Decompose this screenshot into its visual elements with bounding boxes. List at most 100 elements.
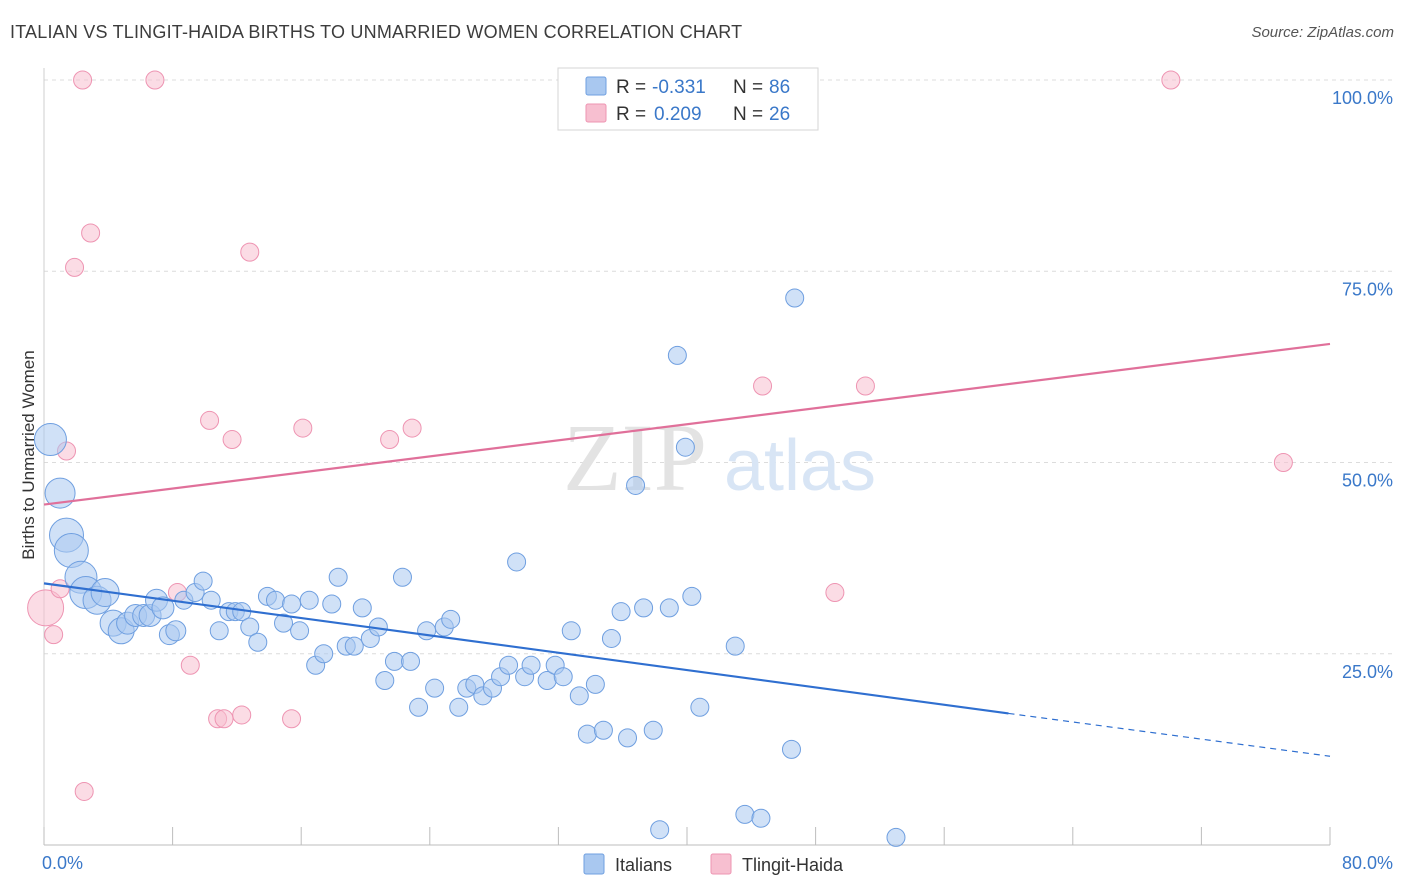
italians-point-29 <box>265 590 285 610</box>
legend-swatch-italians-bottom <box>583 853 605 875</box>
italians-point-48 <box>417 621 437 641</box>
italians-point-22 <box>209 621 229 641</box>
italians-point-20 <box>193 571 213 591</box>
tlingit-haida-point-14 <box>222 430 242 450</box>
tlingit-haida-point-0 <box>27 589 65 627</box>
tlingit-haida-point-16 <box>240 242 260 262</box>
legend-n-label-2: N = <box>733 104 763 125</box>
italians-point-30 <box>274 613 294 633</box>
tlingit-haida-point-21 <box>753 376 773 396</box>
italians-point-79 <box>675 437 695 457</box>
watermark-zip: ZIP <box>563 404 707 511</box>
tlingit-haida-point-7 <box>74 781 94 801</box>
italians-point-0 <box>33 423 67 457</box>
series-legend: Italians Tlingit-Haida <box>583 853 844 875</box>
legend-n-value-2: 26 <box>769 104 790 125</box>
italians-point-47 <box>409 697 429 717</box>
tlingit-haida-point-23 <box>855 376 875 396</box>
italians-point-66 <box>569 686 589 706</box>
italians-point-82 <box>725 636 745 656</box>
italians-point-15 <box>151 596 175 620</box>
axes <box>43 68 1331 846</box>
italians-point-40 <box>352 598 372 618</box>
tlingit-haida-point-17 <box>282 709 302 729</box>
italians-point-85 <box>781 739 801 759</box>
tlingit-haida-point-25 <box>1273 453 1293 472</box>
italians-points <box>33 288 906 847</box>
tlingit-haida-point-6 <box>81 223 101 243</box>
italians-point-37 <box>328 567 348 587</box>
x-tick-label-max: 80.0% <box>1342 853 1393 873</box>
tlingit-haida-point-20 <box>402 418 422 438</box>
tlingit-haida-point-15 <box>232 705 252 725</box>
tlingit-haida-point-10 <box>180 655 200 675</box>
italians-point-86 <box>785 288 805 308</box>
italians-point-26 <box>240 617 260 637</box>
legend-r-label-2: R = <box>616 104 646 125</box>
tlingit-haida-point-4 <box>65 257 85 277</box>
y-tick-labels: 25.0% 50.0% 75.0% 100.0% <box>1332 88 1393 682</box>
legend-n-value-1: 86 <box>769 77 790 98</box>
tlingit-haida-point-18 <box>293 418 313 438</box>
y-tick-label-0: 25.0% <box>1342 662 1393 682</box>
legend-item-italians: Italians <box>615 855 672 875</box>
italians-point-35 <box>314 644 334 664</box>
italians-point-76 <box>650 820 670 840</box>
italians-point-32 <box>290 621 310 641</box>
italians-point-51 <box>441 609 461 629</box>
tlingit-haida-point-11 <box>200 410 220 430</box>
italians-point-77 <box>659 598 679 618</box>
legend-swatch-italians <box>585 76 607 96</box>
source-label: Source: ZipAtlas.com <box>1251 24 1394 41</box>
italians-point-83 <box>735 804 755 824</box>
italians-trend-line <box>43 582 1009 715</box>
italians-point-61 <box>521 655 541 675</box>
italians-point-87 <box>886 827 906 847</box>
tlingit-haida-point-5 <box>73 70 93 90</box>
italians-point-17 <box>165 620 187 642</box>
y-tick-label-3: 100.0% <box>1332 88 1393 108</box>
italians-point-58 <box>499 655 519 675</box>
italians-point-33 <box>299 590 319 610</box>
x-tick-label-min: 0.0% <box>42 853 83 873</box>
italians-trend-extension <box>1008 712 1331 757</box>
italians-point-36 <box>322 594 342 614</box>
watermark-atlas: atlas <box>724 426 876 506</box>
italians-point-68 <box>577 724 597 744</box>
tlingit-haida-point-22 <box>825 583 845 603</box>
chart-title: ITALIAN VS TLINGIT-HAIDA BIRTHS TO UNMAR… <box>10 22 743 42</box>
italians-point-70 <box>601 628 621 648</box>
italians-point-84 <box>751 808 771 828</box>
legend-item-tlingit-haida: Tlingit-Haida <box>742 855 844 875</box>
italians-point-81 <box>690 697 710 717</box>
italians-point-72 <box>618 728 638 748</box>
legend-r-label-1: R = <box>616 77 646 98</box>
italians-point-69 <box>593 720 613 740</box>
tlingit-haida-point-19 <box>380 430 400 450</box>
italians-point-78 <box>667 345 687 365</box>
italians-point-44 <box>384 651 404 671</box>
italians-point-43 <box>375 671 395 691</box>
italians-point-80 <box>682 586 702 606</box>
italians-point-59 <box>507 552 527 572</box>
legend-swatch-tlingit <box>585 103 607 123</box>
italians-point-31 <box>282 594 302 614</box>
y-tick-label-2: 75.0% <box>1342 279 1393 299</box>
italians-point-75 <box>643 720 663 740</box>
italians-point-73 <box>626 475 646 495</box>
italians-point-39 <box>344 636 364 656</box>
stats-legend: R = -0.331 N = 86 R = 0.209 N = 26 <box>557 67 819 131</box>
italians-point-67 <box>585 674 605 694</box>
legend-n-label-1: N = <box>733 77 763 98</box>
italians-point-27 <box>248 632 268 652</box>
tlingit-haida-point-1 <box>44 625 64 645</box>
italians-point-65 <box>561 621 581 641</box>
italians-point-64 <box>553 667 573 687</box>
tlingit-haida-points <box>27 70 1293 801</box>
tlingit-haida-trend-line <box>43 342 1331 506</box>
italians-point-52 <box>449 697 469 717</box>
italians-point-74 <box>634 598 654 618</box>
trend-lines <box>43 342 1331 757</box>
legend-r-value-2: 0.209 <box>654 104 702 125</box>
